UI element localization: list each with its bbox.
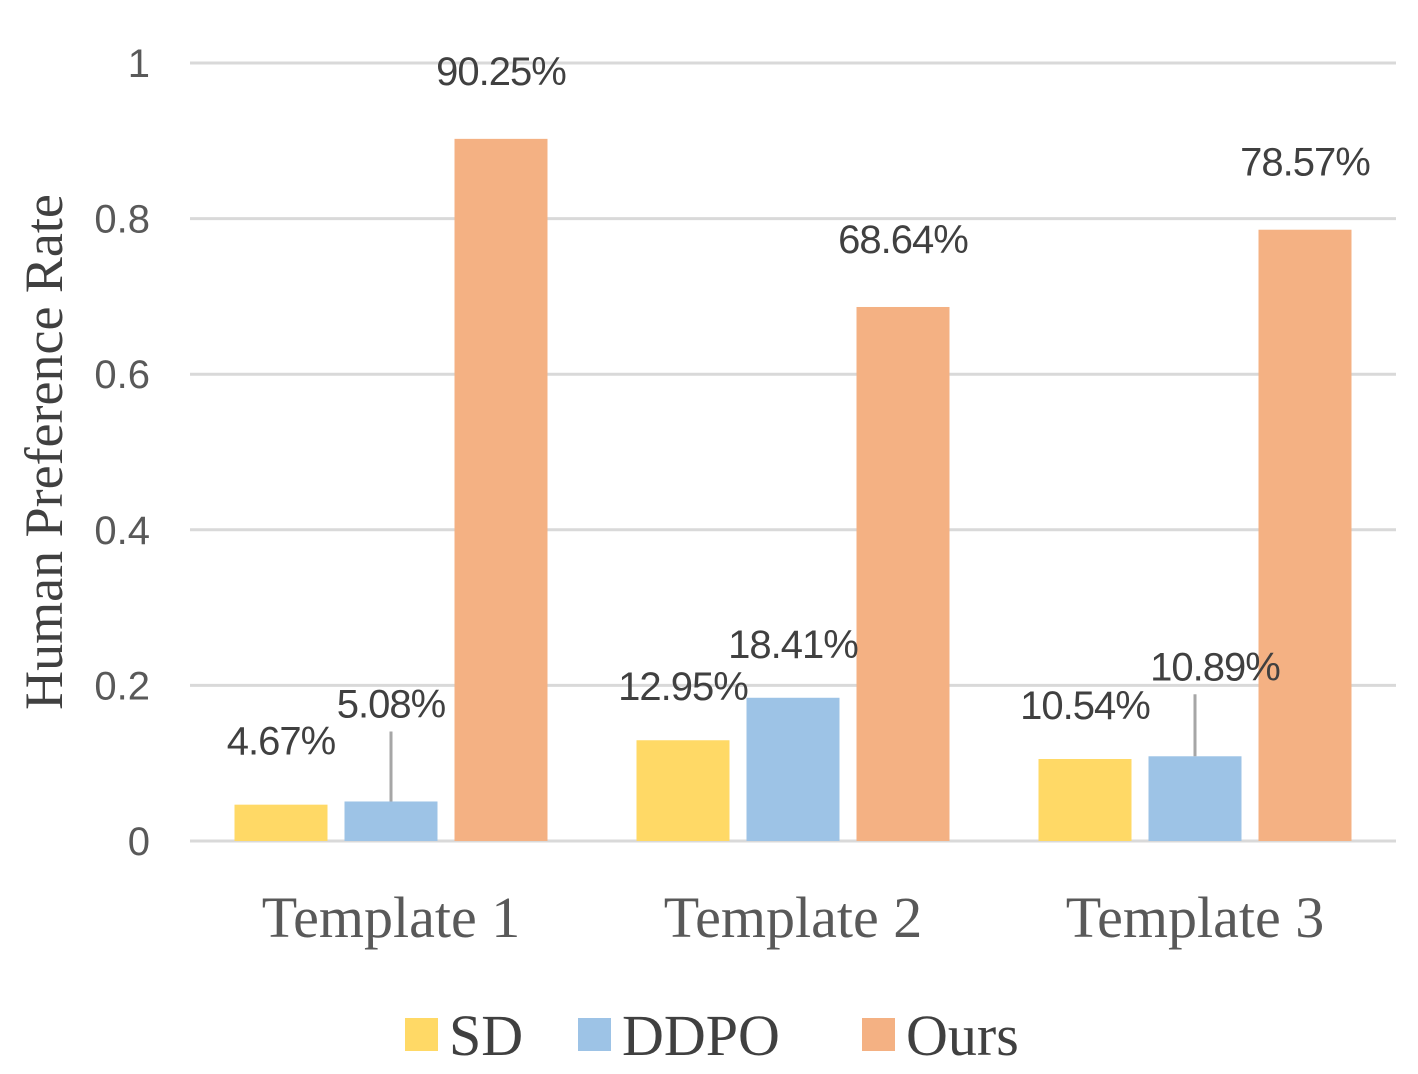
data-label-sd-3: 10.54% bbox=[1020, 684, 1150, 728]
bar-ddpo-3 bbox=[1148, 756, 1242, 841]
data-label-ours-1: 90.25% bbox=[436, 50, 566, 94]
data-label-ddpo-1: 5.08% bbox=[337, 682, 446, 726]
y-tick-label: 0.8 bbox=[94, 198, 150, 242]
bar-ours-1 bbox=[454, 138, 548, 842]
y-axis-ticks: 0 0.2 0.4 0.6 0.8 1 bbox=[94, 42, 150, 864]
x-category-label: Template 1 bbox=[262, 885, 520, 950]
bar-sd-2 bbox=[636, 740, 730, 841]
data-label-ours-2: 68.64% bbox=[838, 218, 968, 262]
x-category-label: Template 3 bbox=[1066, 885, 1324, 950]
label-leader-lines bbox=[389, 694, 1197, 802]
legend-label-sd: SD bbox=[449, 1003, 523, 1068]
legend-swatch-ours bbox=[862, 1018, 895, 1051]
data-label-sd-2: 12.95% bbox=[618, 665, 748, 709]
bars bbox=[234, 138, 1352, 842]
y-tick-label: 0.2 bbox=[94, 664, 150, 708]
data-labels: 4.67%5.08% 90.25% 12.95%18.41% 68.64% 10.54%… bbox=[227, 50, 1371, 764]
legend-swatch-ddpo bbox=[578, 1018, 611, 1051]
bar-sd-3 bbox=[1038, 758, 1132, 841]
y-tick-label: 0.6 bbox=[94, 353, 150, 397]
y-axis-label: Human Preference Rate bbox=[14, 194, 74, 710]
legend-swatch-sd bbox=[405, 1018, 438, 1051]
legend-label-ddpo: DDPO bbox=[622, 1003, 780, 1068]
bar-ours-3 bbox=[1258, 229, 1352, 841]
bar-ddpo-2 bbox=[746, 697, 840, 841]
data-label-ours-3: 78.57% bbox=[1240, 141, 1370, 185]
data-label-ddpo-2: 18.41% bbox=[728, 623, 858, 667]
x-axis-categories: Template 1 Template 2 Template 3 bbox=[262, 885, 1324, 950]
bar-ours-2 bbox=[856, 306, 950, 841]
bar-ddpo-1 bbox=[344, 801, 438, 841]
x-category-label: Template 2 bbox=[664, 885, 922, 950]
bar-sd-1 bbox=[234, 804, 328, 841]
data-label-ddpo-3: 10.89% bbox=[1150, 645, 1280, 689]
y-tick-label: 1 bbox=[128, 42, 150, 86]
legend: SD DDPO Ours bbox=[405, 1003, 1019, 1068]
y-tick-label: 0 bbox=[128, 820, 150, 864]
legend-label-ours: Ours bbox=[906, 1003, 1019, 1068]
data-label-sd-1: 4.67% bbox=[227, 720, 336, 764]
y-tick-label: 0.4 bbox=[94, 509, 150, 553]
